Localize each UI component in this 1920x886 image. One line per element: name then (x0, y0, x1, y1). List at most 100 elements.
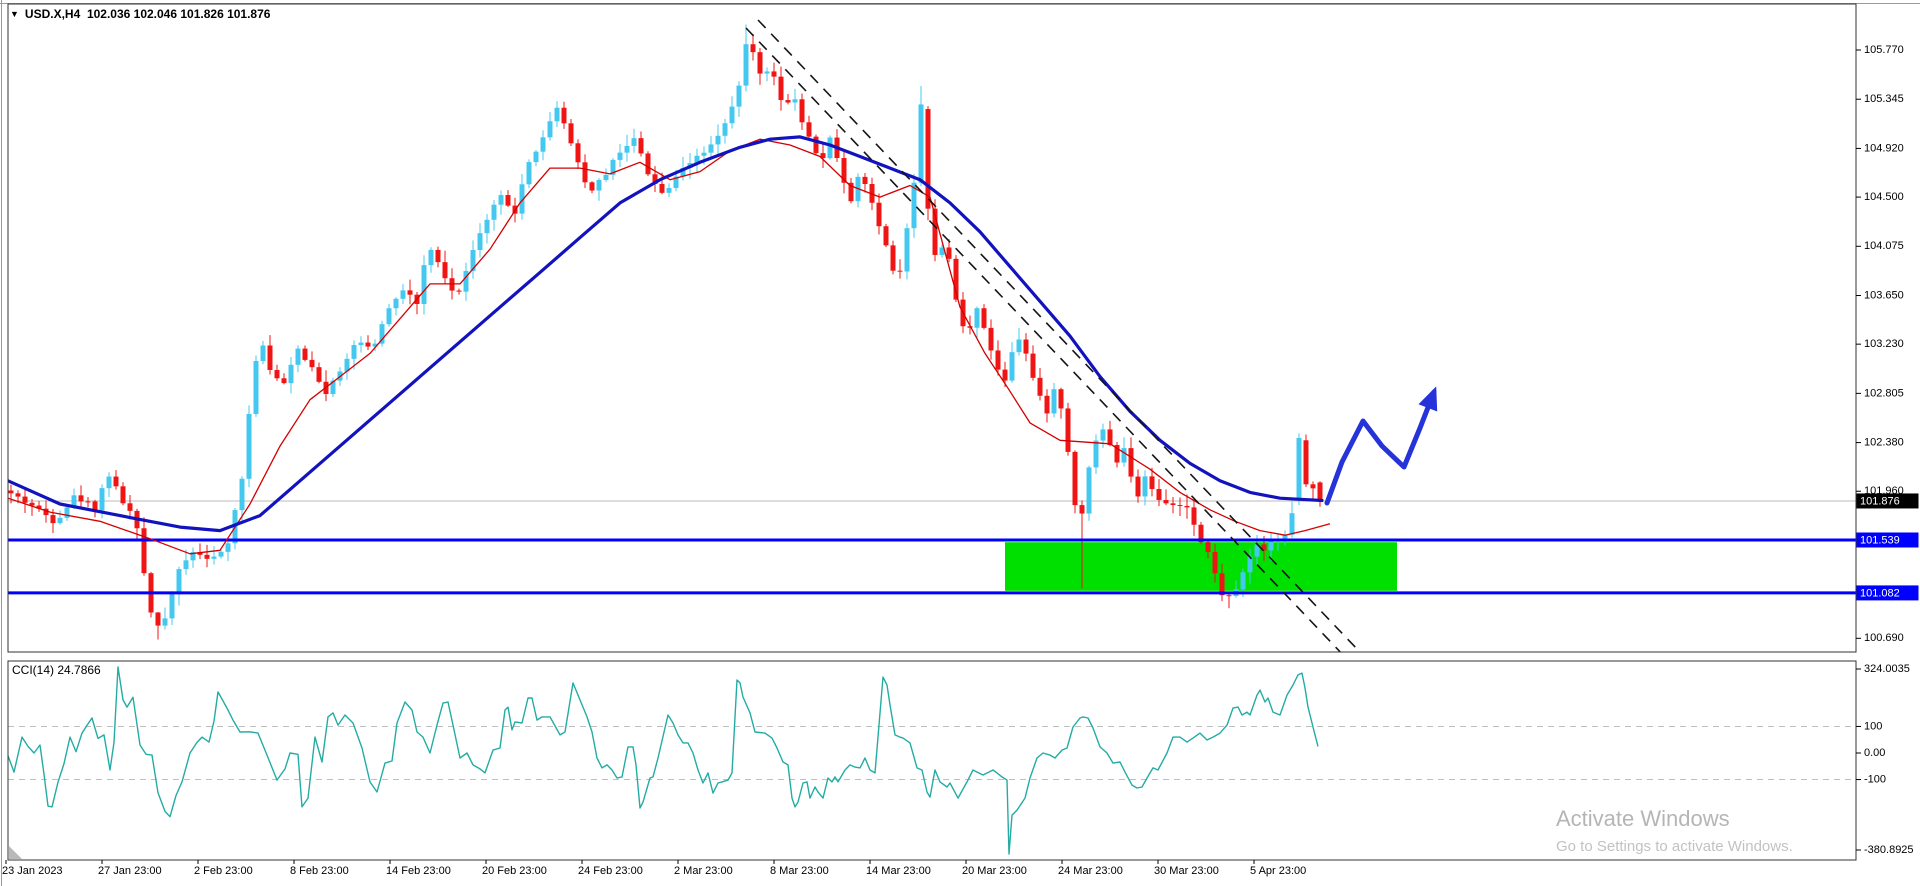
candle-body (897, 270, 903, 272)
candle-body (239, 478, 245, 511)
symbol-collapse-icon[interactable]: ▼ (10, 8, 19, 19)
time-tick-label: 30 Mar 23:00 (1154, 865, 1219, 877)
candle-body (365, 342, 371, 347)
cci-tick-label: -100 (1864, 773, 1886, 785)
pane-resize-handle[interactable] (9, 846, 22, 859)
price-marker-box (1856, 585, 1919, 601)
candle-body (442, 262, 448, 279)
dashed-trendline[interactable] (745, 27, 1346, 658)
candle-body (526, 162, 532, 185)
candle-body (603, 174, 609, 180)
candle-body (1184, 505, 1190, 508)
main-price-pane[interactable] (8, 19, 1856, 658)
time-tick-label: 23 Jan 2023 (2, 865, 63, 877)
candle-body (330, 380, 336, 395)
candle-body (988, 327, 994, 351)
price-tick-label: 104.920 (1864, 142, 1904, 154)
candle-body (260, 345, 266, 361)
price-tick-label: 102.380 (1864, 437, 1904, 449)
candle-body (1114, 445, 1120, 463)
candle-body (274, 369, 280, 379)
cci-indicator-pane[interactable] (8, 666, 1856, 859)
projection-arrowhead (1418, 386, 1438, 412)
candle-body (1121, 448, 1127, 463)
candle-body (1009, 352, 1015, 381)
cci-tick-label: 0.00 (1864, 747, 1885, 759)
candle-body (995, 350, 1001, 370)
candle-body (1100, 429, 1106, 441)
candle-body (1247, 556, 1253, 573)
candle-body (309, 359, 315, 368)
candle-body (708, 144, 714, 153)
candle-body (1296, 437, 1302, 501)
candle-body (792, 99, 798, 103)
candle-body (470, 250, 476, 271)
time-tick-label: 20 Mar 23:00 (962, 865, 1027, 877)
candle-body (1268, 540, 1274, 551)
candle-body (1072, 451, 1078, 506)
candle-body (64, 507, 70, 518)
candle-body (645, 153, 651, 175)
candle-body (71, 495, 77, 508)
candle-body (1198, 524, 1204, 543)
candle-body (729, 106, 735, 124)
candle-body (197, 552, 203, 555)
candle-body (57, 517, 63, 524)
time-tick-label: 20 Feb 23:00 (482, 865, 547, 877)
candle-body (141, 528, 147, 574)
candle-body (106, 476, 112, 489)
candle-body (715, 135, 721, 145)
candle-body (848, 182, 854, 202)
candle-body (400, 290, 406, 299)
support-zone-rectangle[interactable] (1005, 542, 1397, 591)
candle-body (1037, 377, 1043, 396)
candle-body (820, 153, 826, 159)
candle-body (946, 247, 952, 259)
candle-body (722, 123, 728, 136)
time-axis[interactable]: 23 Jan 2023 27 Jan 23:00 2 Feb 23:00 8 Feb … (2, 860, 1306, 877)
candle-body (92, 501, 98, 511)
candle-body (484, 219, 490, 234)
dashed-trendline[interactable] (757, 19, 1359, 651)
candle-body (1093, 440, 1099, 468)
candle-body (519, 184, 525, 214)
price-tick-label: 104.075 (1864, 240, 1904, 252)
price-marker-label: 101.082 (1860, 587, 1900, 599)
candle-body (757, 52, 763, 74)
candle-body (463, 270, 469, 292)
candle-body (918, 104, 924, 183)
candle-body (386, 308, 392, 325)
candle-body (750, 44, 756, 53)
candle-body (540, 137, 546, 152)
candle-body (8, 490, 14, 494)
candle-body (393, 298, 399, 309)
candle-body (1079, 505, 1085, 514)
cci-line (8, 666, 1319, 855)
candle-body (589, 182, 595, 191)
candle-body (85, 501, 91, 503)
time-tick-label: 8 Feb 23:00 (290, 865, 349, 877)
candle-body (554, 107, 560, 122)
candle-body (617, 152, 623, 160)
symbol-ohlc-line: ▼ USD.X,H4 102.036 102.046 101.826 101.8… (10, 7, 270, 21)
candle-body (183, 560, 189, 570)
candle-body (211, 556, 217, 559)
candle-body (225, 543, 231, 552)
candle-body (743, 44, 749, 86)
candlesticks (8, 24, 1323, 640)
candle-body (932, 208, 938, 255)
candle-body (981, 308, 987, 328)
candle-body (806, 122, 812, 137)
candle-body (1205, 542, 1211, 552)
projection-arrow[interactable] (1324, 389, 1437, 506)
candle-body (379, 324, 385, 344)
candle-body (974, 308, 980, 328)
candle-body (246, 413, 252, 479)
candle-body (162, 618, 168, 626)
price-axis[interactable]: 105.770 105.345 104.920 104.500 104.075 103.6… (1856, 44, 1919, 644)
candle-body (1051, 389, 1057, 414)
candle-body (890, 245, 896, 271)
